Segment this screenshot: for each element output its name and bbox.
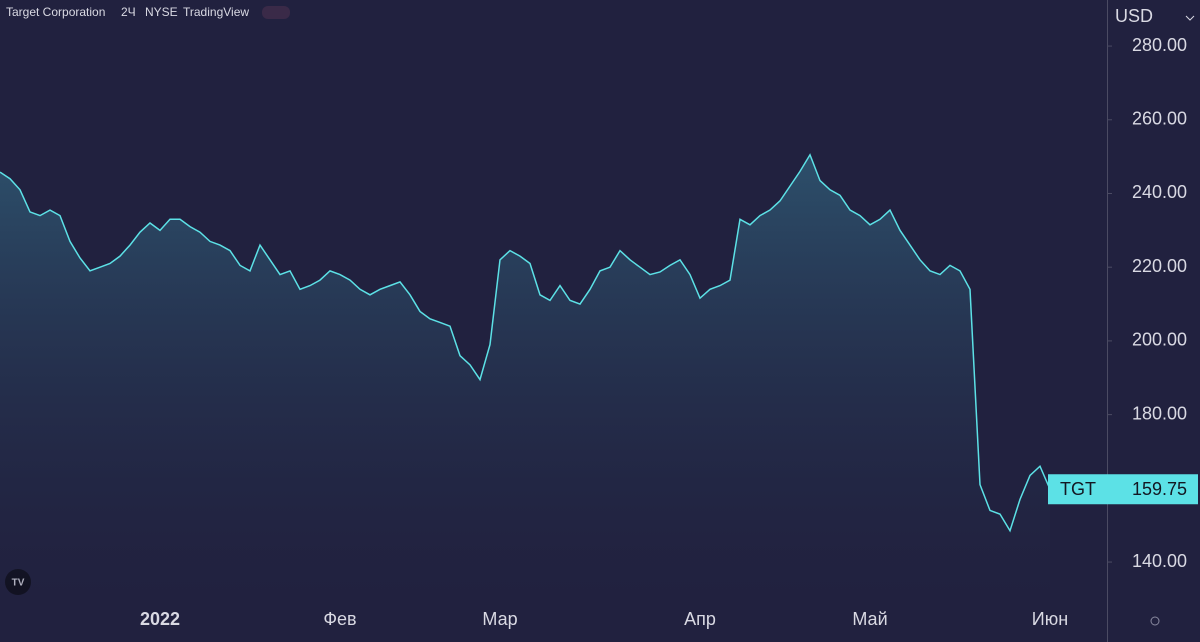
x-tick-label: Фев bbox=[323, 609, 356, 629]
source: TradingView bbox=[183, 5, 249, 19]
status-icons bbox=[262, 6, 290, 19]
y-tick-label: 220.00 bbox=[1132, 256, 1187, 276]
y-unit: USD bbox=[1115, 6, 1153, 26]
y-tick-label: 260.00 bbox=[1132, 109, 1187, 129]
x-tick-label: 2022 bbox=[140, 609, 180, 629]
price-line bbox=[0, 153, 1051, 533]
last-price-box bbox=[1048, 474, 1198, 505]
x-tick-label: Апр bbox=[684, 609, 716, 629]
symbol: Target Corporation bbox=[6, 5, 105, 19]
y-tick-label: 240.00 bbox=[1132, 182, 1187, 202]
y-tick-label: 140.00 bbox=[1132, 551, 1187, 571]
y-tick-label: 280.00 bbox=[1132, 35, 1187, 55]
interval: 2Ч bbox=[121, 5, 136, 19]
last-price-value: 159.75 bbox=[1132, 479, 1187, 499]
y-tick-label: 180.00 bbox=[1132, 403, 1187, 423]
area-fill bbox=[0, 154, 1050, 601]
x-tick-label: Мар bbox=[482, 609, 517, 629]
unit-dropdown[interactable] bbox=[1185, 15, 1195, 21]
x-tick-label: Июн bbox=[1032, 609, 1068, 629]
y-tick-label: 200.00 bbox=[1132, 330, 1187, 350]
x-tick-label: Май bbox=[852, 609, 887, 629]
settings-icon[interactable] bbox=[1150, 616, 1160, 626]
last-price-symbol: TGT bbox=[1060, 479, 1096, 499]
exchange: NYSE bbox=[145, 5, 178, 19]
